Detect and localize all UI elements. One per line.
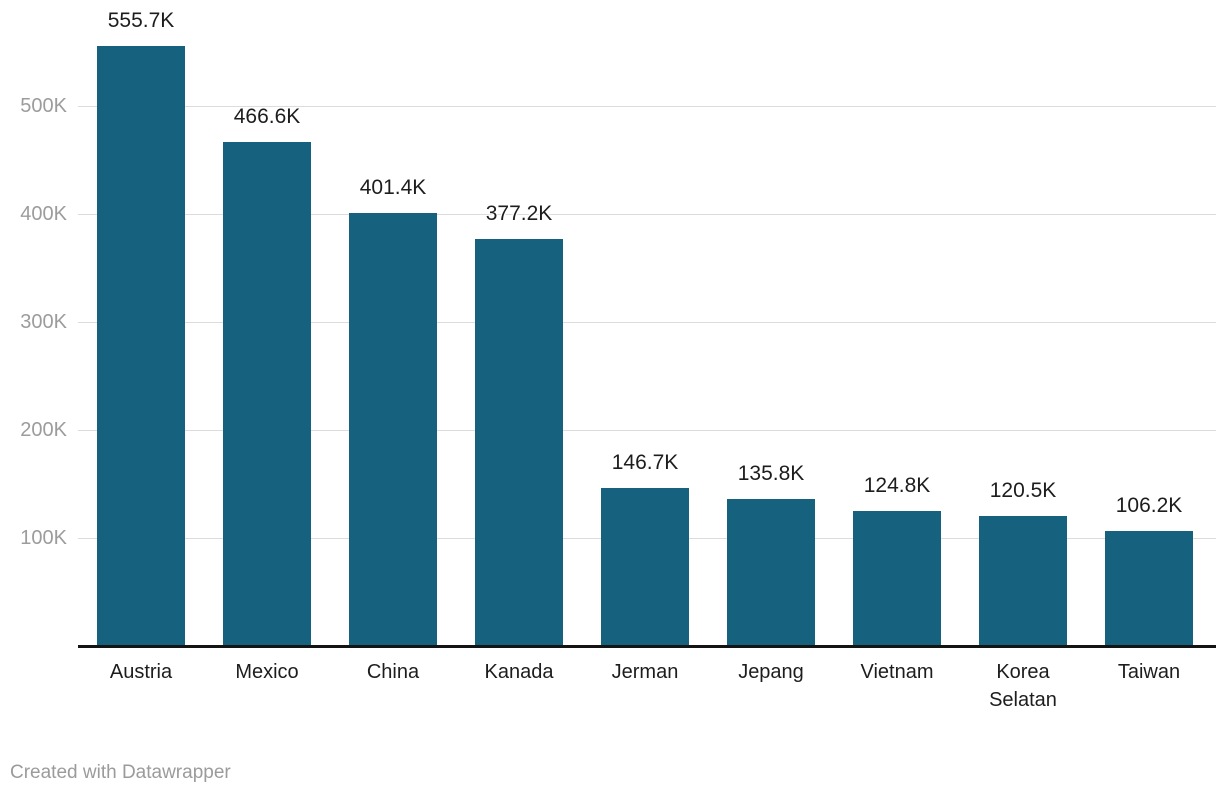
category-label-kanada: Kanada (484, 661, 554, 683)
y-tick-label-300k: 300K (20, 311, 67, 333)
category-label-jerman: Jerman (611, 661, 679, 683)
x-axis-line (78, 645, 1216, 648)
category-label-jepang: Jepang (738, 661, 804, 683)
y-tick-label-500k: 500K (20, 95, 67, 117)
y-tick-label-400k: 400K (20, 203, 67, 225)
category-label-vietnam: Vietnam (860, 661, 934, 683)
y-tick-label-200k: 200K (20, 419, 67, 441)
gridline-400k (78, 214, 1216, 215)
category-label-mexico: Mexico (235, 661, 299, 683)
bar-austria[interactable] (97, 46, 185, 646)
bar-vietnam[interactable] (853, 511, 941, 646)
gridline-200k (78, 430, 1216, 431)
value-label-austria: 555.7K (107, 9, 175, 32)
datawrapper-credit-link[interactable]: Created with Datawrapper (10, 762, 231, 783)
y-tick-label-100k: 100K (20, 527, 67, 549)
value-label-jerman: 146.7K (611, 451, 679, 474)
gridline-300k (78, 322, 1216, 323)
value-label-china: 401.4K (359, 176, 427, 199)
bar-mexico[interactable] (223, 142, 311, 646)
bar-korea-selatan[interactable] (979, 516, 1067, 646)
bar-kanada[interactable] (475, 239, 563, 646)
category-label-taiwan: Taiwan (1117, 661, 1181, 683)
value-label-vietnam: 124.8K (863, 474, 931, 497)
category-label-china: China (366, 661, 420, 683)
bar-taiwan[interactable] (1105, 531, 1193, 646)
value-label-mexico: 466.6K (233, 105, 301, 128)
category-label-korea-selatan: Korea Selatan (989, 661, 1057, 711)
gridline-500k (78, 106, 1216, 107)
value-label-jepang: 135.8K (737, 462, 805, 485)
value-label-kanada: 377.2K (485, 202, 553, 225)
bar-jerman[interactable] (601, 488, 689, 646)
value-label-taiwan: 106.2K (1115, 494, 1183, 517)
category-label-austria: Austria (109, 661, 173, 683)
value-label-korea-selatan: 120.5K (989, 479, 1057, 502)
bar-jepang[interactable] (727, 499, 815, 646)
bar-china[interactable] (349, 213, 437, 646)
